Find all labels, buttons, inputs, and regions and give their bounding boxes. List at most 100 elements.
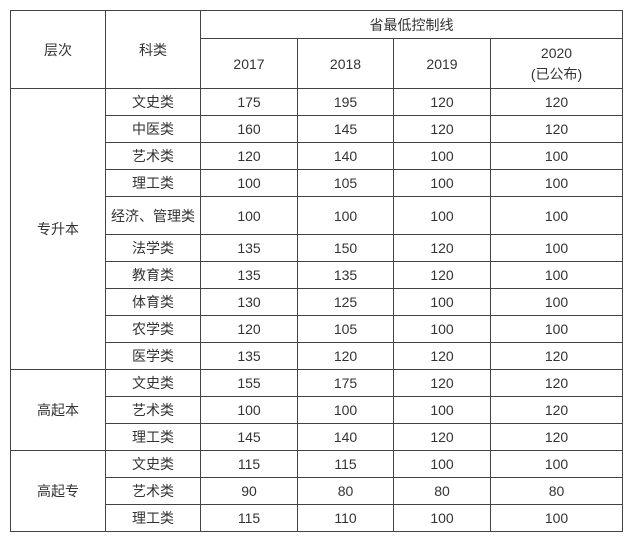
col-header-2018: 2018 xyxy=(297,38,394,89)
category-cell: 文史类 xyxy=(105,88,201,116)
col-header-2017: 2017 xyxy=(200,38,298,89)
category-cell: 艺术类 xyxy=(105,477,201,505)
value-cell: 90 xyxy=(200,477,298,505)
value-cell: 145 xyxy=(297,115,394,143)
value-cell: 120 xyxy=(490,342,623,370)
category-cell: 艺术类 xyxy=(105,142,201,170)
value-cell: 100 xyxy=(490,196,623,235)
value-cell: 120 xyxy=(393,369,491,397)
value-cell: 125 xyxy=(297,288,394,316)
table-row: 艺术类 90 80 80 80 xyxy=(11,477,623,505)
value-cell: 135 xyxy=(297,261,394,289)
value-cell: 110 xyxy=(297,504,394,532)
value-cell: 100 xyxy=(490,261,623,289)
table-row: 法学类 135 150 120 100 xyxy=(11,234,623,262)
value-cell: 115 xyxy=(297,450,394,478)
col-header-2020-year: 2020 xyxy=(540,44,573,61)
table-row: 医学类 135 120 120 120 xyxy=(11,342,623,370)
value-cell: 100 xyxy=(490,142,623,170)
col-header-level: 层次 xyxy=(10,10,106,89)
value-cell: 100 xyxy=(200,396,298,424)
value-cell: 120 xyxy=(393,342,491,370)
category-cell: 文史类 xyxy=(105,369,201,397)
value-cell: 140 xyxy=(297,423,394,451)
table-row: 理工类 100 105 100 100 xyxy=(11,169,623,197)
value-cell: 130 xyxy=(200,288,298,316)
value-cell: 120 xyxy=(200,142,298,170)
category-cell: 经济、管理类 xyxy=(105,196,201,235)
value-cell: 100 xyxy=(490,450,623,478)
value-cell: 120 xyxy=(490,396,623,424)
value-cell: 140 xyxy=(297,142,394,170)
table-row: 艺术类 100 100 100 120 xyxy=(11,396,623,424)
value-cell: 100 xyxy=(297,396,394,424)
value-cell: 100 xyxy=(200,169,298,197)
table-row: 教育类 135 135 120 100 xyxy=(11,261,623,289)
value-cell: 100 xyxy=(200,196,298,235)
value-cell: 100 xyxy=(393,196,491,235)
value-cell: 145 xyxy=(200,423,298,451)
category-cell: 理工类 xyxy=(105,423,201,451)
value-cell: 100 xyxy=(393,504,491,532)
col-header-2020: 2020 (已公布) xyxy=(490,38,623,89)
value-cell: 100 xyxy=(393,396,491,424)
table-row: 农学类 120 105 100 100 xyxy=(11,315,623,343)
col-header-2019: 2019 xyxy=(393,38,491,89)
value-cell: 195 xyxy=(297,88,394,116)
value-cell: 100 xyxy=(393,169,491,197)
level-cell: 专升本 xyxy=(10,88,106,370)
table-row: 理工类 145 140 120 120 xyxy=(11,423,623,451)
value-cell: 100 xyxy=(393,142,491,170)
table-body: 专升本 文史类 175 195 120 120 中医类 160 145 120 120 艺术类 120 1… xyxy=(10,88,623,532)
category-cell: 医学类 xyxy=(105,342,201,370)
category-cell: 法学类 xyxy=(105,234,201,262)
table-row: 高起本 文史类 155 175 120 120 xyxy=(10,369,623,451)
header-row-years: 2017 2018 2019 2020 (已公布) xyxy=(11,38,623,89)
value-cell: 120 xyxy=(393,234,491,262)
value-cell: 115 xyxy=(200,450,298,478)
table-row: 专升本 文史类 175 195 120 120 xyxy=(10,88,623,370)
category-cell: 教育类 xyxy=(105,261,201,289)
level-cell: 高起专 xyxy=(10,450,106,532)
value-cell: 120 xyxy=(393,115,491,143)
value-cell: 150 xyxy=(297,234,394,262)
table-row: 经济、管理类 100 100 100 100 xyxy=(11,196,623,235)
level-cell: 高起本 xyxy=(10,369,106,451)
value-cell: 120 xyxy=(393,88,491,116)
value-cell: 100 xyxy=(393,288,491,316)
value-cell: 105 xyxy=(297,169,394,197)
category-cell: 艺术类 xyxy=(105,396,201,424)
value-cell: 105 xyxy=(297,315,394,343)
col-header-category: 科类 xyxy=(105,10,201,89)
col-header-group-title: 省最低控制线 xyxy=(200,10,623,39)
value-cell: 175 xyxy=(200,88,298,116)
value-cell: 120 xyxy=(297,342,394,370)
min-control-line-table: 层次 科类 省最低控制线 2017 2018 2019 2020 (已公布) 专… xyxy=(10,10,623,532)
category-cell: 农学类 xyxy=(105,315,201,343)
value-cell: 80 xyxy=(393,477,491,505)
value-cell: 120 xyxy=(393,423,491,451)
value-cell: 135 xyxy=(200,234,298,262)
category-cell: 文史类 xyxy=(105,450,201,478)
value-cell: 120 xyxy=(200,315,298,343)
value-cell: 100 xyxy=(490,288,623,316)
value-cell: 120 xyxy=(490,423,623,451)
value-cell: 80 xyxy=(297,477,394,505)
header-row-group: 层次 科类 省最低控制线 xyxy=(10,10,623,89)
value-cell: 100 xyxy=(297,196,394,235)
value-cell: 100 xyxy=(490,504,623,532)
value-cell: 80 xyxy=(490,477,623,505)
value-cell: 100 xyxy=(490,234,623,262)
value-cell: 100 xyxy=(393,450,491,478)
value-cell: 135 xyxy=(200,261,298,289)
value-cell: 100 xyxy=(490,169,623,197)
table-row: 高起专 文史类 115 115 100 100 xyxy=(10,450,623,532)
value-cell: 120 xyxy=(490,88,623,116)
value-cell: 175 xyxy=(297,369,394,397)
value-cell: 100 xyxy=(393,315,491,343)
value-cell: 135 xyxy=(200,342,298,370)
category-cell: 理工类 xyxy=(105,504,201,532)
value-cell: 120 xyxy=(490,115,623,143)
value-cell: 120 xyxy=(490,369,623,397)
